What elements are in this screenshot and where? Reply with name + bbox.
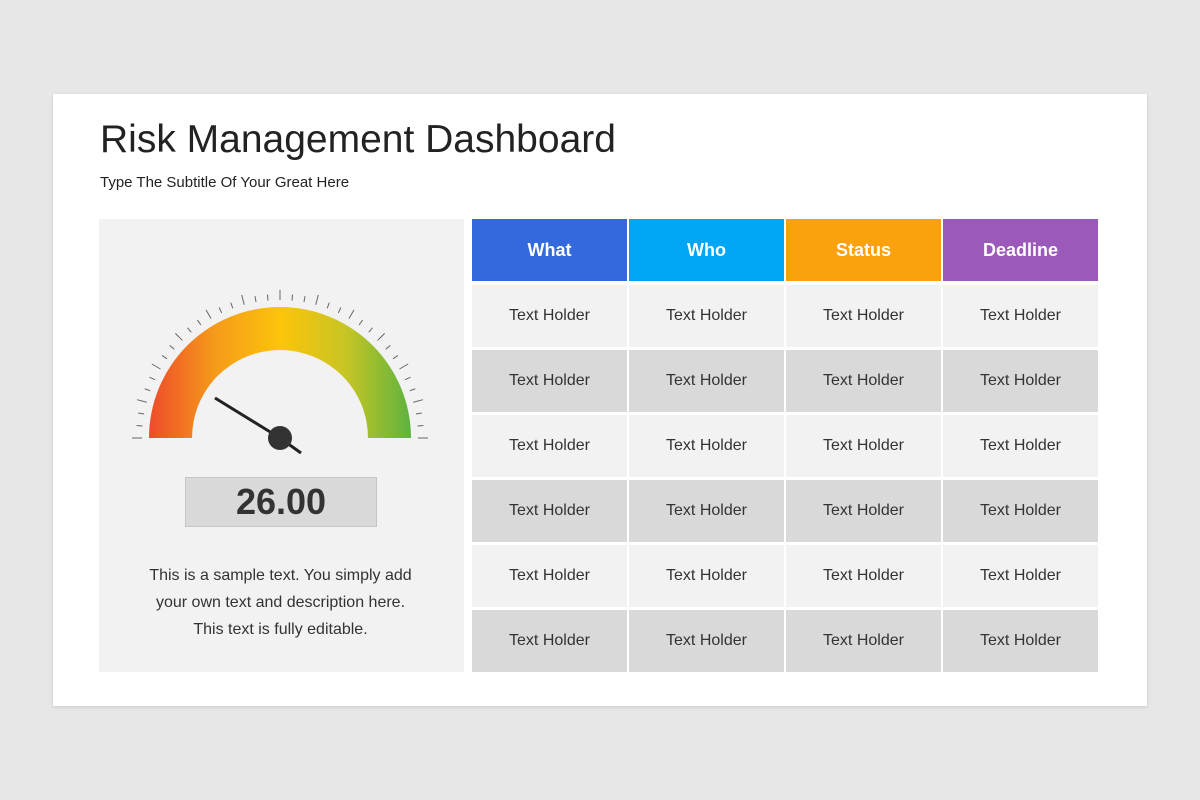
gauge-panel: 26.00 This is a sample text. You simply … [99, 219, 464, 672]
description-line: your own text and description here. [155, 594, 406, 611]
tick [151, 363, 161, 370]
slide: Risk Management Dashboard Type The Subti… [53, 94, 1147, 706]
tick [266, 294, 269, 301]
title: Risk Management Dashboard [100, 118, 616, 161]
tick [136, 399, 147, 403]
tick [404, 376, 411, 381]
tick [169, 345, 175, 350]
tick [417, 424, 424, 427]
tick [315, 294, 319, 305]
table-cell: Text Holder [943, 350, 1098, 412]
table-cell: Text Holder [629, 415, 784, 477]
tick [399, 363, 409, 370]
table-cell: Text Holder [786, 480, 941, 542]
column-header: Status [786, 219, 941, 281]
table-cell: Text Holder [472, 610, 627, 672]
table-row: Text Holder Text Holder Text Holder Text Ho… [472, 285, 1098, 347]
table-row: Text Holder Text Holder Text Holder Text Ho… [472, 480, 1098, 542]
tick [392, 354, 399, 360]
table-cell: Text Holder [472, 415, 627, 477]
tick [241, 294, 245, 305]
tick [161, 354, 168, 360]
tick [136, 424, 143, 427]
tick [187, 327, 192, 333]
description-line: This is a sample text. You simply add [149, 567, 412, 584]
table-cell: Text Holder [786, 350, 941, 412]
header-row: What Who Status Deadline [472, 219, 1098, 281]
subtitle: Type The Subtitle Of Your Great Here [100, 174, 350, 191]
table-cell: Text Holder [943, 285, 1098, 347]
gauge-ticks [132, 290, 428, 439]
tick [348, 309, 355, 319]
tick [337, 307, 342, 314]
table-cell: Text Holder [472, 350, 627, 412]
tick [144, 388, 151, 392]
table-row: Text Holder Text Holder Text Holder Text Ho… [472, 545, 1098, 607]
table-cell: Text Holder [629, 285, 784, 347]
table-cell: Text Holder [629, 545, 784, 607]
table-cell: Text Holder [943, 415, 1098, 477]
needle-hub [268, 426, 292, 450]
table-cell: Text Holder [472, 480, 627, 542]
gauge-arc [149, 307, 411, 438]
tick [409, 388, 416, 392]
tick [377, 332, 386, 341]
table-cell: Text Holder [943, 480, 1098, 542]
tick [413, 399, 424, 403]
tick [138, 412, 145, 415]
table-cell: Text Holder [472, 285, 627, 347]
tick [368, 327, 373, 333]
gauge [132, 290, 428, 455]
description: This is a sample text. You simply add you… [99, 562, 462, 643]
tick [326, 302, 330, 309]
needle [214, 396, 281, 440]
table-cell: Text Holder [786, 415, 941, 477]
table-row: Text Holder Text Holder Text Holder Text Ho… [472, 350, 1098, 412]
table-cell: Text Holder [629, 350, 784, 412]
tick [205, 309, 212, 319]
table: What Who Status Deadline Text Holder Text Hol… [472, 219, 1098, 675]
table-row: Text Holder Text Holder Text Holder Text Ho… [472, 415, 1098, 477]
description-line: This text is fully editable. [193, 621, 368, 638]
table-cell: Text Holder [943, 610, 1098, 672]
tick [230, 302, 234, 309]
tick [149, 376, 156, 381]
column-header: Deadline [943, 219, 1098, 281]
gauge-value: 26.00 [185, 477, 377, 527]
tick [358, 319, 364, 326]
tick [291, 294, 294, 301]
table-row: Text Holder Text Holder Text Holder Text Ho… [472, 610, 1098, 672]
tick [196, 319, 202, 326]
table-cell: Text Holder [786, 285, 941, 347]
table-cell: Text Holder [943, 545, 1098, 607]
table-cell: Text Holder [629, 610, 784, 672]
tick [385, 345, 391, 350]
column-header: Who [629, 219, 784, 281]
table-cell: Text Holder [472, 545, 627, 607]
tick [415, 412, 422, 415]
table-cell: Text Holder [786, 545, 941, 607]
tick [174, 332, 183, 341]
tick [303, 296, 306, 303]
column-header: What [472, 219, 627, 281]
tick [254, 296, 257, 303]
table-cell: Text Holder [786, 610, 941, 672]
tick [218, 307, 223, 314]
table-cell: Text Holder [629, 480, 784, 542]
